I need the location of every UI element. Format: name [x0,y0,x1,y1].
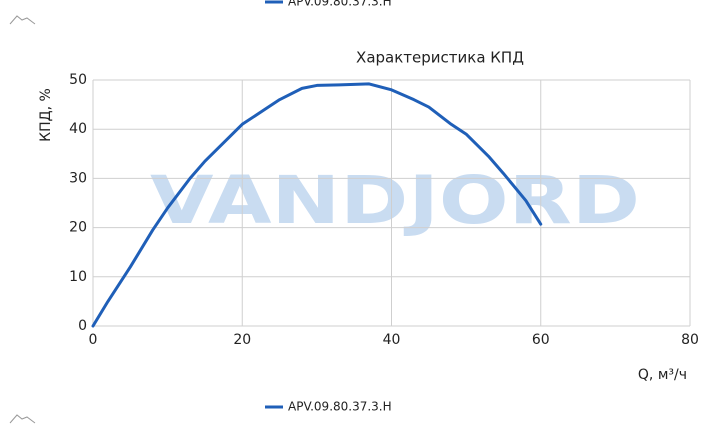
chart-icon[interactable] [9,414,36,424]
y-tick-label: 20 [69,220,87,236]
y-axis-label: КПД, % [38,88,54,142]
curve [91,82,543,328]
x-tick-label: 20 [233,332,251,348]
y-tick-label: 30 [69,170,87,186]
x-tick-label: 60 [532,332,550,348]
legend-label: APV.09.80.37.3.H [288,400,392,414]
x-tick-label: 40 [383,332,401,348]
x-tick-label: 0 [89,332,98,348]
y-tick-label: 40 [69,121,87,137]
x-axis-label: Q, м³/ч [638,367,687,383]
bottom-legend: APV.09.80.37.3.H [265,400,392,414]
watermark: VANDJORD [150,162,640,239]
chart-title: Характеристика КПД [356,49,524,67]
x-tick-label: 80 [681,332,699,348]
y-tick-label: 0 [78,318,87,334]
top-legend: APV.09.80.37.3.H [265,0,392,9]
chart-icon[interactable] [9,15,36,25]
y-tick-label: 10 [69,269,87,285]
y-tick-label: 50 [69,72,87,88]
legend-label: APV.09.80.37.3.H [288,0,392,9]
